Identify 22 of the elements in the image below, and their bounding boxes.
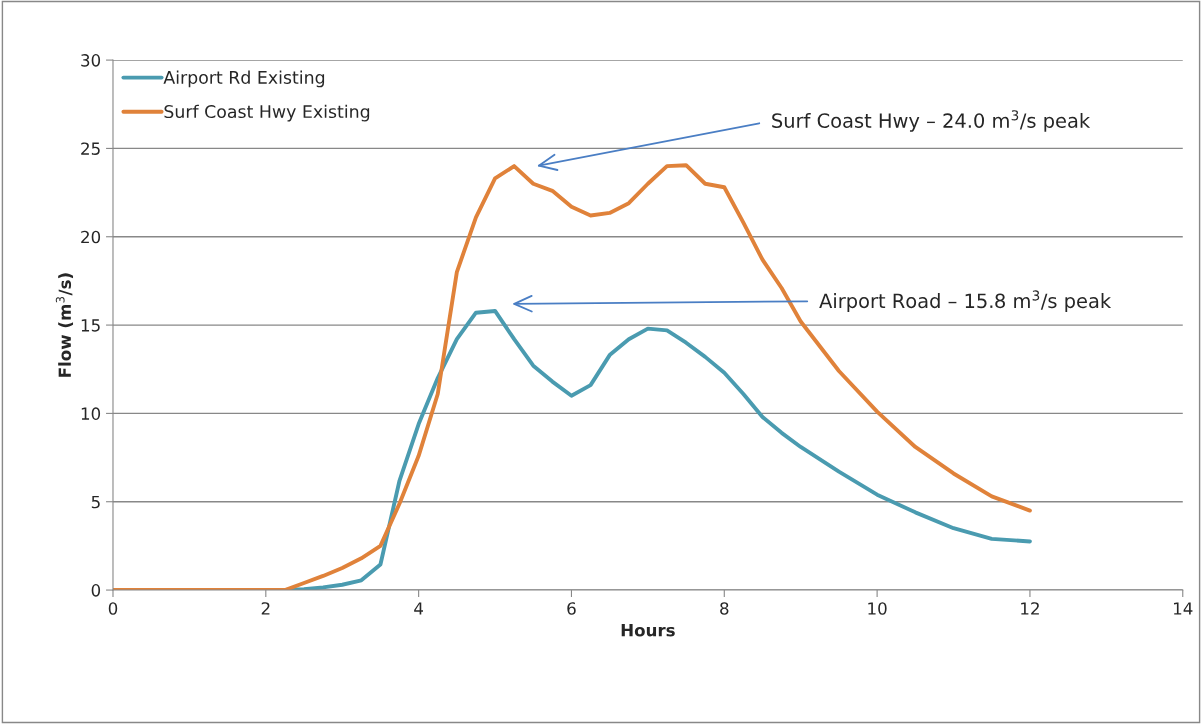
y-tick-label: 0: [91, 584, 101, 597]
y-tick-label: 5: [91, 495, 100, 509]
y-axis-title: Flow (m$^{3}$/s): [55, 273, 74, 377]
legend-label: Surf Coast Hwy Existing: [164, 104, 370, 122]
x-tick-label: 12: [1021, 602, 1039, 615]
x-tick-label: 4: [414, 602, 424, 615]
x-tick-label: 0: [108, 602, 118, 615]
annotation: Surf Coast Hwy – 24.0 m$^{3}$/s peak: [772, 110, 1091, 132]
x-tick-label: 6: [567, 602, 576, 615]
x-tick-label: 2: [261, 602, 270, 615]
x-tick-label: 8: [720, 602, 729, 615]
y-tick-label: 25: [81, 142, 100, 155]
line-series: [112, 163, 1032, 591]
annotation: Airport Road – 15.8 m$^{3}$/s peak: [819, 290, 1112, 312]
y-tick-label: 20: [81, 230, 101, 244]
x-tick-label: 10: [868, 602, 887, 615]
y-tick-label: 15: [81, 319, 100, 332]
legend-label: Airport Rd Existing: [163, 70, 325, 88]
y-tick-label: 30: [81, 54, 101, 67]
y-tick-label: 10: [81, 407, 101, 420]
x-tick-label: 14: [1173, 602, 1193, 615]
x-axis-title: Hours: [621, 624, 675, 637]
